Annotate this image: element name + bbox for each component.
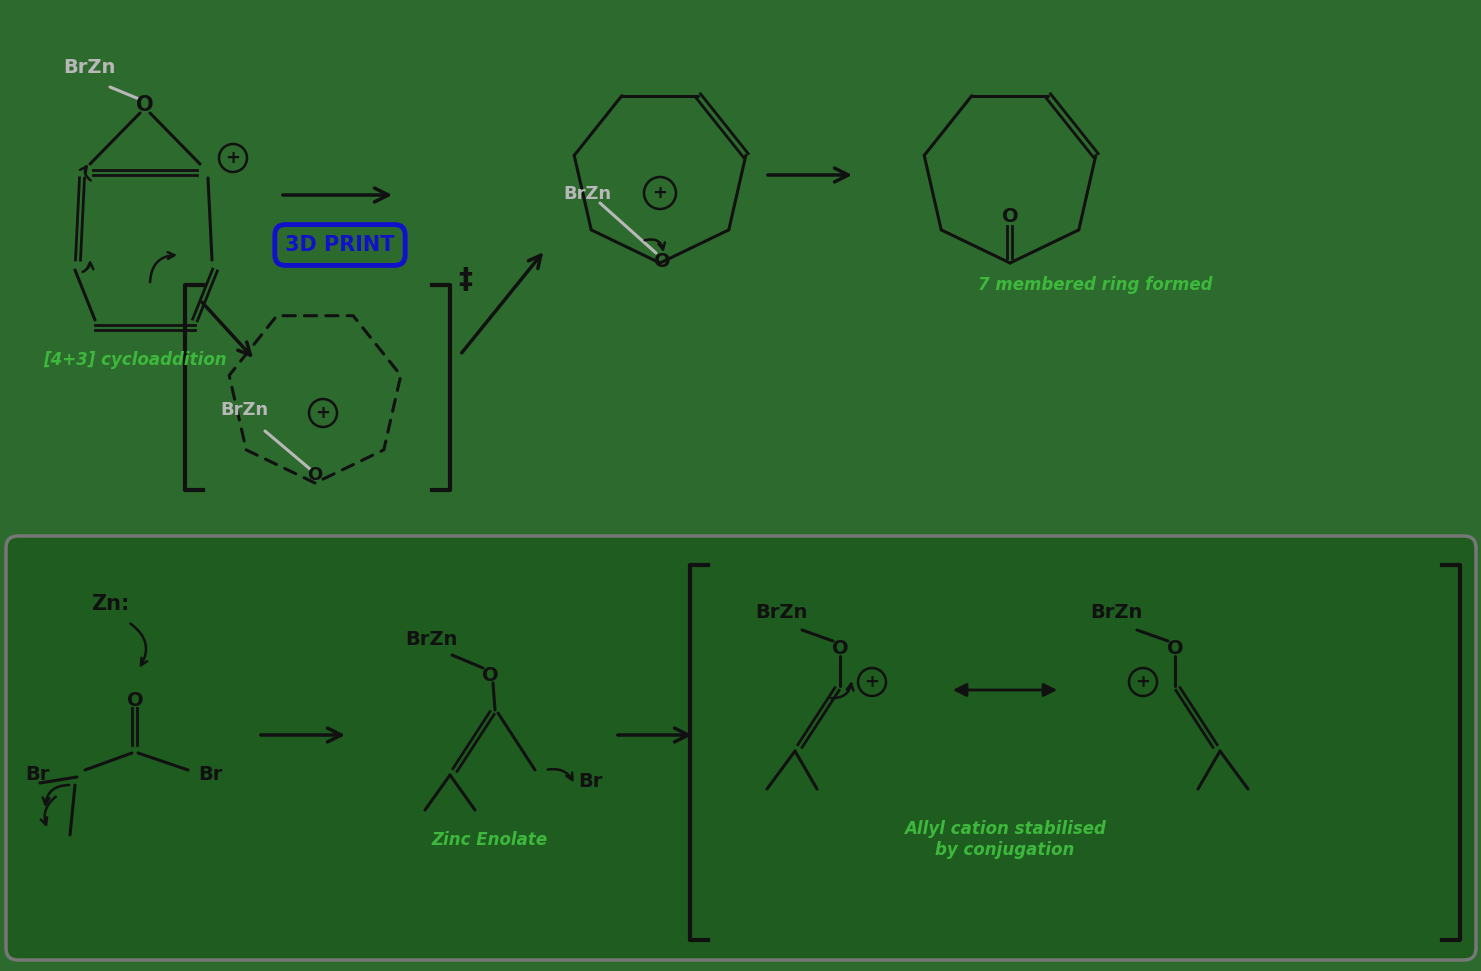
Text: 7 membered ring formed: 7 membered ring formed (977, 276, 1213, 294)
Text: BrZn: BrZn (404, 630, 458, 649)
Text: +: + (225, 149, 240, 167)
Text: +: + (653, 184, 668, 202)
FancyBboxPatch shape (6, 536, 1477, 960)
Text: +: + (865, 673, 880, 691)
Text: O: O (1167, 639, 1183, 657)
Text: ‡: ‡ (458, 266, 472, 294)
Text: 3D PRINT: 3D PRINT (286, 235, 395, 255)
Text: BrZn: BrZn (1090, 603, 1142, 622)
Text: Br: Br (25, 765, 49, 784)
Text: BrZn: BrZn (221, 401, 268, 419)
Text: Allyl cation stabilised
by conjugation: Allyl cation stabilised by conjugation (903, 820, 1106, 859)
Text: Zn:: Zn: (90, 594, 129, 614)
Text: BrZn: BrZn (755, 603, 807, 622)
Text: O: O (653, 251, 671, 271)
Text: [4+3] cycloaddition: [4+3] cycloaddition (43, 351, 227, 369)
Text: O: O (832, 639, 849, 657)
Text: Zinc Enolate: Zinc Enolate (432, 831, 548, 849)
Text: Br: Br (198, 765, 222, 784)
Text: O: O (481, 665, 498, 685)
Text: +: + (315, 404, 330, 422)
Text: BrZn: BrZn (64, 58, 116, 77)
Text: Br: Br (578, 772, 603, 791)
Text: O: O (127, 690, 144, 710)
Text: O: O (308, 466, 323, 484)
Text: BrZn: BrZn (563, 185, 612, 203)
Text: O: O (1001, 207, 1019, 225)
Text: O: O (136, 95, 154, 115)
Text: +: + (1136, 673, 1151, 691)
